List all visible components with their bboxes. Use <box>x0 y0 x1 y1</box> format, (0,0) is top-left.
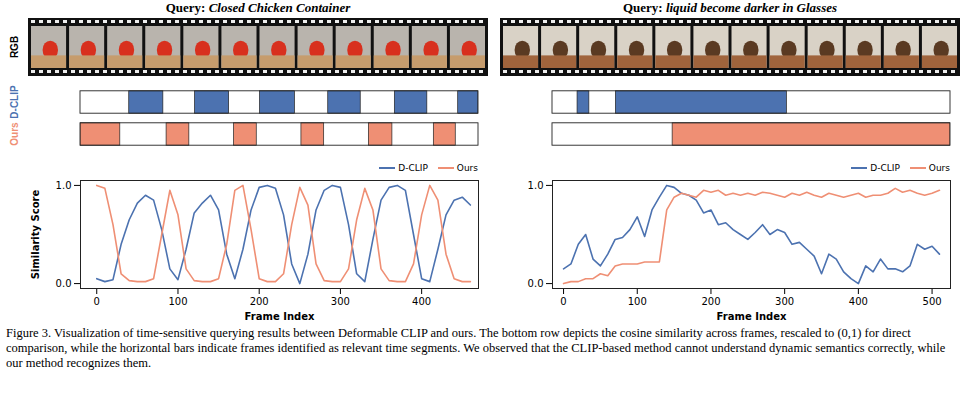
svg-text:100: 100 <box>628 296 647 307</box>
html-text:D-CLIP: D-CLIP <box>8 85 20 119</box>
html-text:Ours: Ours <box>928 163 950 173</box>
svg-text:0: 0 <box>560 296 566 307</box>
svg-text:400: 400 <box>849 296 868 307</box>
svg-text:1.0: 1.0 <box>528 180 544 191</box>
svg-text:400: 400 <box>412 296 431 307</box>
html-text:D-CLIP: D-CLIP <box>870 163 900 173</box>
svg-text:100: 100 <box>168 296 187 307</box>
svg-text:0.0: 0.0 <box>528 278 544 289</box>
html-text:RGB: RGB <box>8 35 20 59</box>
html-text:Query: Closed Chicken Containe: Query: Closed Chicken Container <box>165 0 351 15</box>
svg-text:0: 0 <box>94 296 100 307</box>
svg-text:200: 200 <box>701 296 720 307</box>
svg-text:Similarity Score: Similarity Score <box>30 190 41 280</box>
html-text:Query: liquid become darker in: Query: liquid become darker in Glasses <box>622 0 838 15</box>
svg-text:300: 300 <box>331 296 350 307</box>
html-text:Ours: Ours <box>456 163 478 173</box>
html-text:D-CLIP: D-CLIP <box>398 163 428 173</box>
svg-text:Frame Index: Frame Index <box>717 311 787 322</box>
svg-text:300: 300 <box>775 296 794 307</box>
html-text:Ours: Ours <box>8 122 20 146</box>
svg-text:1.0: 1.0 <box>56 180 72 191</box>
svg-text:Frame Index: Frame Index <box>245 311 315 322</box>
svg-text:200: 200 <box>250 296 269 307</box>
svg-text:0.0: 0.0 <box>56 278 72 289</box>
svg-text:500: 500 <box>923 296 942 307</box>
html-text:Figure 3. Visualization of tim: Figure 3. Visualization of time-sensitiv… <box>6 326 946 370</box>
